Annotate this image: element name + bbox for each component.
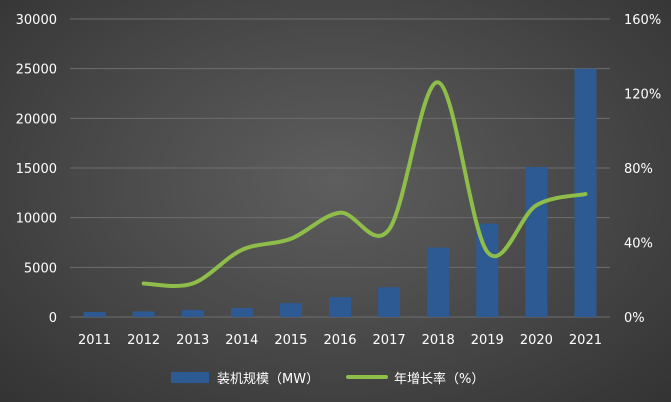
y-left-tick-label: 15000 <box>16 162 57 177</box>
x-tick-label: 2019 <box>471 333 504 348</box>
bar <box>279 303 302 317</box>
y-left-tick-label: 0 <box>49 311 57 326</box>
bar <box>329 297 351 317</box>
x-tick-label: 2012 <box>127 333 160 348</box>
bar <box>525 167 548 317</box>
x-tick-label: 2013 <box>176 333 209 348</box>
x-tick-label: 2015 <box>274 333 307 348</box>
x-tick-label: 2021 <box>569 333 602 348</box>
x-tick-label: 2014 <box>225 333 258 348</box>
legend-swatch-bar <box>171 372 209 383</box>
y-left-tick-label: 30000 <box>16 13 57 28</box>
y-right-tick-label: 0% <box>624 311 645 326</box>
legend-label-line: 年增长率（%） <box>394 371 484 387</box>
y-left-tick-label: 20000 <box>16 112 57 127</box>
bar <box>476 223 499 317</box>
x-tick-label: 2018 <box>422 333 455 348</box>
y-right-tick-label: 80% <box>624 162 653 177</box>
growth-rate-line <box>141 80 588 288</box>
bar <box>230 308 253 317</box>
y-left-tick-label: 5000 <box>24 261 57 276</box>
bar <box>181 310 204 317</box>
x-tick-label: 2016 <box>323 333 356 348</box>
x-tick-label: 2011 <box>78 333 111 348</box>
y-left-tick-label: 10000 <box>16 212 57 227</box>
bar <box>378 287 401 317</box>
legend-label-bar: 装机规模（MW） <box>217 372 319 387</box>
x-tick-label: 2017 <box>373 333 406 348</box>
y-left-tick-label: 25000 <box>16 63 57 78</box>
x-tick-label: 2020 <box>520 333 553 348</box>
bar <box>132 311 155 317</box>
y-right-tick-label: 40% <box>624 237 653 252</box>
bar <box>427 247 450 317</box>
bar <box>83 312 106 317</box>
y-right-tick-label: 160% <box>624 13 661 28</box>
y-right-tick-label: 120% <box>624 88 661 103</box>
